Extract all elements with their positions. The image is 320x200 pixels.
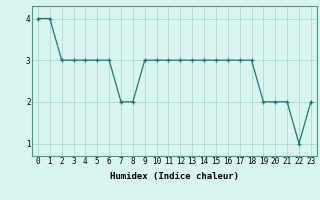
X-axis label: Humidex (Indice chaleur): Humidex (Indice chaleur) <box>110 172 239 181</box>
